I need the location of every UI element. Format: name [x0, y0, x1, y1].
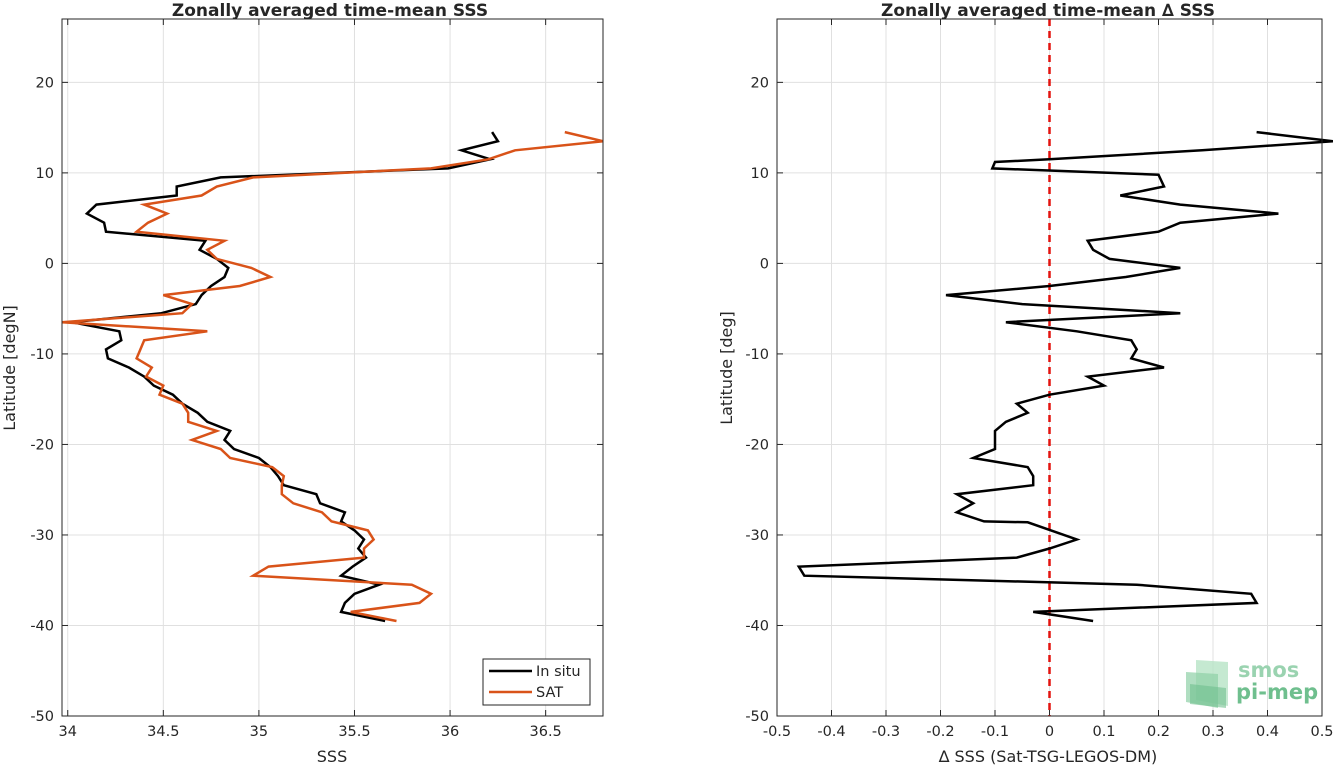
y-tick-labels: -50 -40 -30 -20 -10 0 10 20 — [30, 75, 54, 725]
y-tick-label: 20 — [751, 75, 769, 91]
y-tick-label: -30 — [30, 528, 54, 544]
x-tick-label: -0.3 — [872, 724, 900, 740]
y-tick-label: -30 — [745, 528, 769, 544]
sss-panel: Zonally averaged time-mean SSS 34 34.5 35 3… — [0, 1, 604, 765]
x-tick-label: 0.4 — [1256, 724, 1279, 740]
y-tick-label: -10 — [745, 347, 769, 363]
y-tick-label: -40 — [30, 618, 54, 634]
y-axis-label: Latitude [deg] — [717, 311, 736, 425]
logo-text-pimep: pi-mep — [1236, 680, 1318, 704]
smos-pimep-logo: smos pi-mep — [1186, 658, 1318, 708]
y-tick-label: 10 — [36, 166, 54, 182]
legend-box — [482, 658, 591, 706]
x-tick-label: 0.5 — [1310, 724, 1333, 740]
x-tick-label: 0 — [1045, 724, 1054, 740]
chart-title: Zonally averaged time-mean SSS — [172, 1, 488, 21]
series-line-in-situ — [71, 131, 500, 623]
y-tick-label: 0 — [760, 256, 769, 272]
y-tick-label: 0 — [45, 256, 54, 272]
y-tick-label: -20 — [745, 437, 769, 453]
y-tick-label: -20 — [30, 437, 54, 453]
chart-title: Zonally averaged time-mean ∆ SSS — [881, 1, 1215, 21]
x-tick-labels: -0.5 -0.4 -0.3 -0.2 -0.1 0 0.1 0.2 0.3 0.4 0.5 — [763, 724, 1333, 740]
y-tick-label: 10 — [751, 166, 769, 182]
y-tick-label: 20 — [36, 75, 54, 91]
y-tick-label: -40 — [745, 618, 769, 634]
x-tick-label: 0.3 — [1201, 724, 1224, 740]
series-line-delta-0 — [796, 130, 1333, 623]
delta-sss-panel: Zonally averaged time-mean ∆ SSS -0.5 -0.… — [717, 1, 1333, 765]
axes-box — [61, 18, 604, 717]
x-tick-label: -0.2 — [926, 724, 954, 740]
logo-text-smos: smos — [1238, 658, 1299, 682]
series-group — [796, 130, 1333, 623]
y-tick-label: -50 — [745, 709, 769, 725]
y-tick-label: -10 — [30, 347, 54, 363]
x-tick-label: 36 — [441, 724, 459, 740]
series-group — [61, 130, 604, 623]
x-axis-label: ∆ SSS (Sat-TSG-LEGOS-DM) — [938, 747, 1158, 765]
x-tick-label: 0.2 — [1147, 724, 1170, 740]
x-tick-label: 35 — [250, 724, 268, 740]
x-tick-label: 36.5 — [530, 724, 562, 740]
legend-label-insitu: In situ — [536, 664, 581, 680]
smos-pimep-logo-icon — [1186, 660, 1228, 708]
legend-label-sat: SAT — [536, 685, 563, 701]
y-tick-labels: -50 -40 -30 -20 -10 0 10 20 — [745, 75, 769, 725]
x-tick-label: 34 — [59, 724, 77, 740]
x-tick-label: 34.5 — [147, 724, 179, 740]
y-tick-label: -50 — [30, 709, 54, 725]
x-tick-labels: 34 34.5 35 35.5 36 36.5 — [59, 724, 562, 740]
series-line-sat — [61, 130, 604, 623]
x-tick-label: -0.1 — [981, 724, 1009, 740]
legend: In situ SAT — [482, 658, 591, 706]
x-tick-label: -0.4 — [817, 724, 845, 740]
grid — [62, 19, 603, 717]
x-tick-label: -0.5 — [763, 724, 791, 740]
x-tick-label: 0.1 — [1092, 724, 1115, 740]
x-tick-label: 35.5 — [338, 724, 370, 740]
y-axis-label: Latitude [degN] — [0, 305, 19, 431]
axes-box — [776, 18, 1323, 717]
x-axis-label: SSS — [317, 747, 347, 765]
